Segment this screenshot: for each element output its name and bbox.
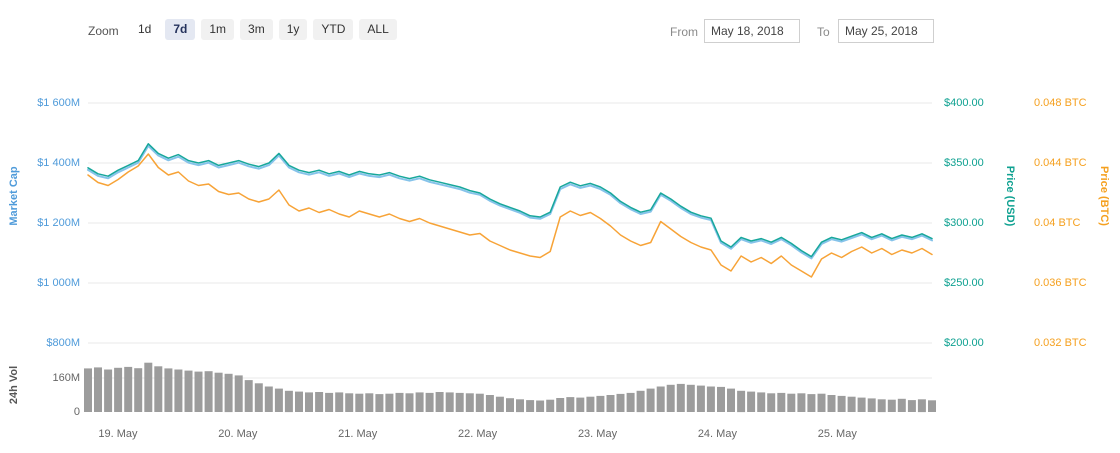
price-usd-tick: $250.00 xyxy=(944,277,984,289)
price-btc-axis-title: Price (BTC) xyxy=(1098,166,1110,226)
zoom-button-1y[interactable]: 1y xyxy=(278,19,308,40)
price-usd-tick: $300.00 xyxy=(944,217,984,229)
zoom-button-1m[interactable]: 1m xyxy=(201,19,235,40)
to-label: To xyxy=(817,25,830,39)
x-axis-label: 23. May xyxy=(577,428,618,440)
x-axis-label: 21. May xyxy=(338,428,378,440)
market-cap-tick: $1 600M xyxy=(37,97,80,109)
zoom-button-3m[interactable]: 3m xyxy=(240,19,273,40)
market-cap-tick: $1 000M xyxy=(37,277,80,289)
zoom-button-1d[interactable]: 1d xyxy=(130,19,159,40)
price-usd-tick: $350.00 xyxy=(944,157,984,169)
market-cap-tick: $1 200M xyxy=(37,217,80,229)
x-axis-label: 25. May xyxy=(817,428,857,440)
market-cap-tick: $1 400M xyxy=(37,157,80,169)
x-axis-label: 22. May xyxy=(458,428,498,440)
price-usd-tick: $400.00 xyxy=(944,97,984,109)
zoom-label: Zoom xyxy=(88,24,119,38)
price-btc-tick: 0.048 BTC xyxy=(1034,97,1087,109)
zoom-button-all[interactable]: ALL xyxy=(359,19,397,40)
price-btc-tick: 0.032 BTC xyxy=(1034,337,1087,349)
to-date-input[interactable] xyxy=(838,19,934,43)
range-selector: 1d 7d 1m 3m 1y YTD ALL xyxy=(130,19,397,40)
x-axis-label: 20. May xyxy=(218,428,258,440)
volume-tick: 0 xyxy=(73,406,80,418)
from-date-input[interactable] xyxy=(704,19,800,43)
x-axis-label: 24. May xyxy=(697,428,737,440)
market-cap-axis-title: Market Cap xyxy=(8,166,20,226)
volume-tick: 160M xyxy=(52,372,80,384)
from-label: From xyxy=(670,25,698,39)
zoom-button-7d[interactable]: 7d xyxy=(165,19,196,40)
market-cap-tick: $800M xyxy=(46,337,80,349)
zoom-button-ytd[interactable]: YTD xyxy=(313,19,354,40)
price-usd-axis-title: Price (USD) xyxy=(1004,165,1016,227)
price-btc-tick: 0.036 BTC xyxy=(1034,277,1087,289)
volume-axis-title: 24h Vol xyxy=(8,365,20,405)
price-btc-tick: 0.044 BTC xyxy=(1034,157,1087,169)
x-axis-label: 19. May xyxy=(98,428,138,440)
price-usd-tick: $200.00 xyxy=(944,337,984,349)
price-btc-tick: 0.04 BTC xyxy=(1034,217,1081,229)
